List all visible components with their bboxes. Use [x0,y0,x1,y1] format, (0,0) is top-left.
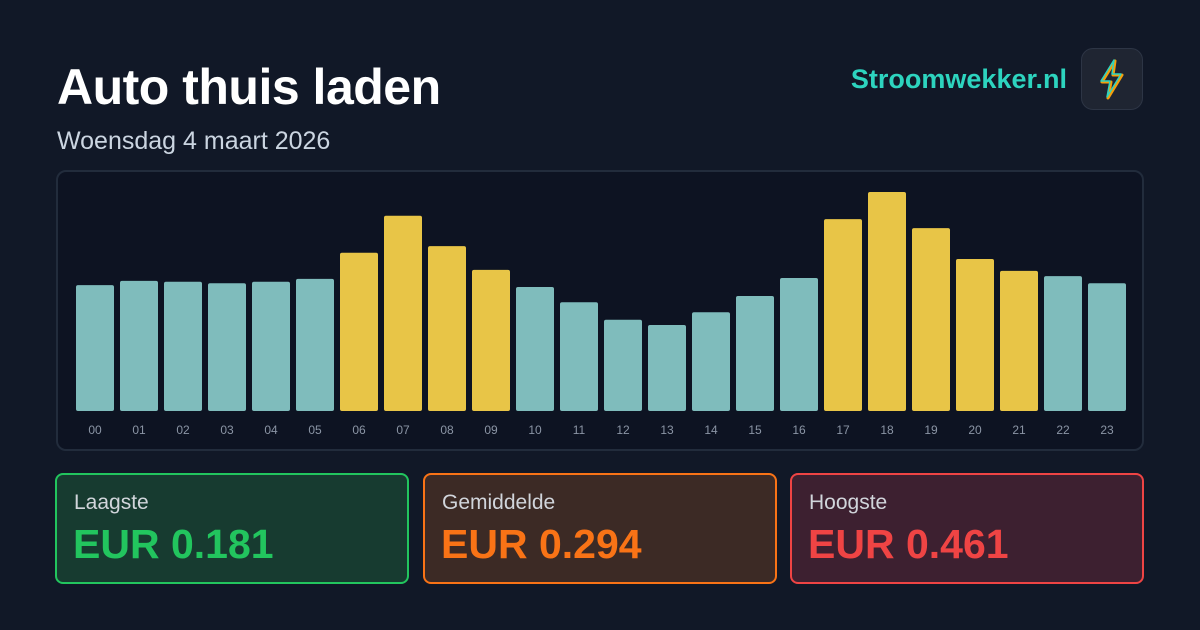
x-tick-label: 10 [528,423,542,437]
bar [560,302,598,411]
logo [1081,48,1143,110]
title: Auto thuis laden [57,59,441,115]
stat-label: Laagste [74,491,149,514]
bar [120,280,158,411]
bar [340,252,378,411]
bar [1044,276,1082,411]
x-tick-label: 00 [88,423,102,437]
bar [472,269,510,411]
bar [164,281,202,411]
bar [428,246,466,411]
x-tick-label: 05 [308,423,322,437]
bar [780,277,818,411]
bar [296,278,334,411]
x-tick-label: 15 [748,423,762,437]
bar [736,296,774,411]
x-tick-label: 01 [132,423,146,437]
stat-value: EUR 0.294 [441,521,642,567]
bar [824,219,862,411]
stat-value: EUR 0.461 [808,521,1009,567]
x-tick-label: 12 [616,423,630,437]
x-tick-label: 20 [968,423,982,437]
x-tick-label: 18 [880,423,894,437]
stat-card: Hoogste EUR 0.461 [790,473,1144,584]
brand: Stroomwekker.nl [850,64,1067,94]
stat-label: Hoogste [809,491,888,514]
chart: 00 01 02 03 04 05 06 07 08 09 10 11 12 13 14 15 16 17 18 19… [76,192,1126,437]
stat-label: Gemiddelde [442,491,556,514]
bar [648,325,686,411]
bar [692,312,730,411]
bar [868,192,906,411]
x-tick-label: 17 [836,423,850,437]
x-tick-label: 16 [792,423,806,437]
logo-icon [1100,59,1124,100]
bar [208,283,246,411]
x-tick-label: 13 [660,423,674,437]
x-tick-label: 09 [484,423,498,437]
bar [912,228,950,411]
stat-card: Laagste EUR 0.181 [55,473,409,584]
x-tick-label: 11 [573,423,586,437]
x-tick-label: 14 [704,423,718,437]
bar [1088,283,1126,411]
x-tick-label: 08 [440,423,454,437]
x-tick-label: 06 [352,423,366,437]
subtitle: Woensdag 4 maart 2026 [57,127,331,155]
x-tick-label: 03 [220,423,234,437]
bar [956,258,994,411]
x-tick-label: 19 [924,423,938,437]
x-tick-label: 04 [264,423,278,437]
x-tick-label: 07 [396,423,410,437]
x-tick-label: 22 [1056,423,1070,437]
bar [1000,270,1038,411]
stat-value: EUR 0.181 [73,521,274,567]
bar [384,215,422,411]
bar [604,319,642,411]
bar [76,285,114,411]
x-tick-label: 02 [176,423,190,437]
x-tick-label: 21 [1012,423,1026,437]
stat-card: Gemiddelde EUR 0.294 [423,473,777,584]
bar [252,281,290,411]
x-tick-label: 23 [1100,423,1114,437]
bar [516,287,554,411]
